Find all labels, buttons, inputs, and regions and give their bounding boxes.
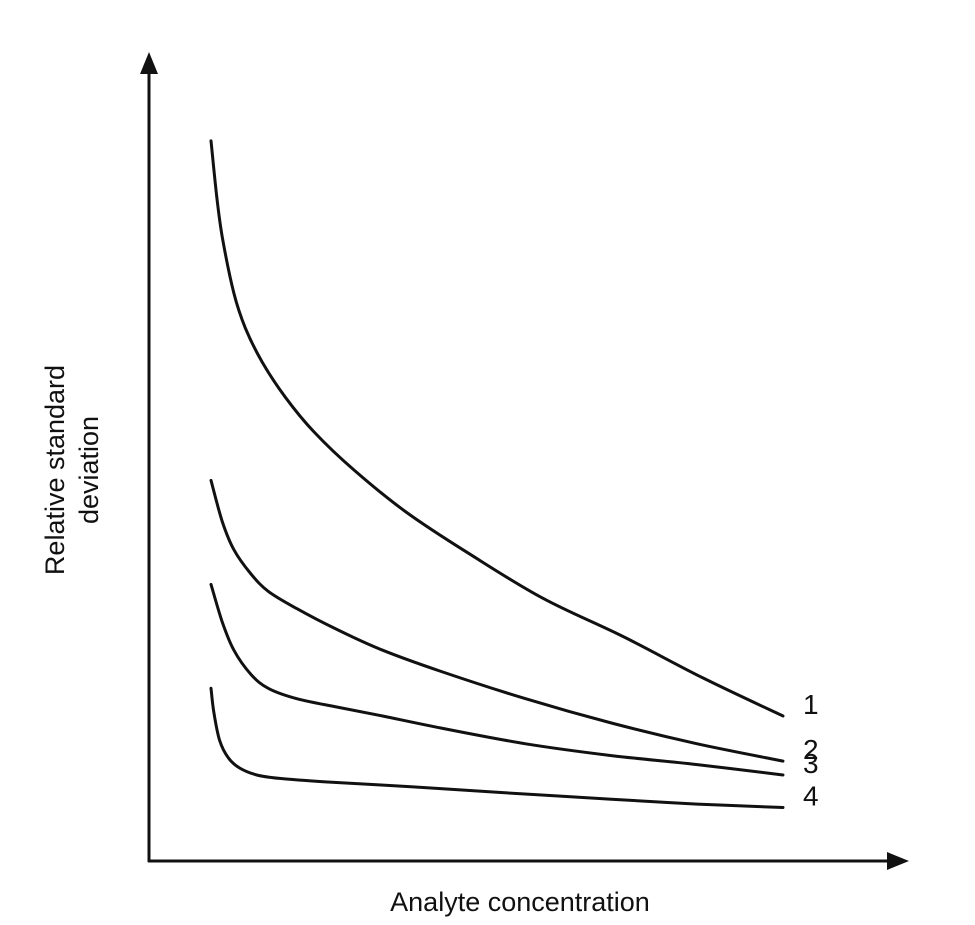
series-line-2 [209,478,785,763]
series-group: 1 234 [209,139,819,812]
series-line-3 [209,582,785,777]
x-axis-arrow-icon [887,852,909,870]
series-label-3: 3 [803,748,819,779]
series-label-2: 2 [803,734,819,765]
series-line-4 [209,686,785,809]
series-label-1: 1 [803,689,819,720]
y-axis-label: Relative standard deviation [40,365,104,575]
y-axis-label-line-2: deviation [74,416,104,524]
series-line-1 [209,139,785,718]
axes [140,52,909,870]
y-axis-label-line-1: Relative standard [40,365,70,575]
y-axis-arrow-icon [140,52,158,74]
x-axis-label: Analyte concentration [390,887,650,917]
series-label-4: 4 [803,781,819,812]
